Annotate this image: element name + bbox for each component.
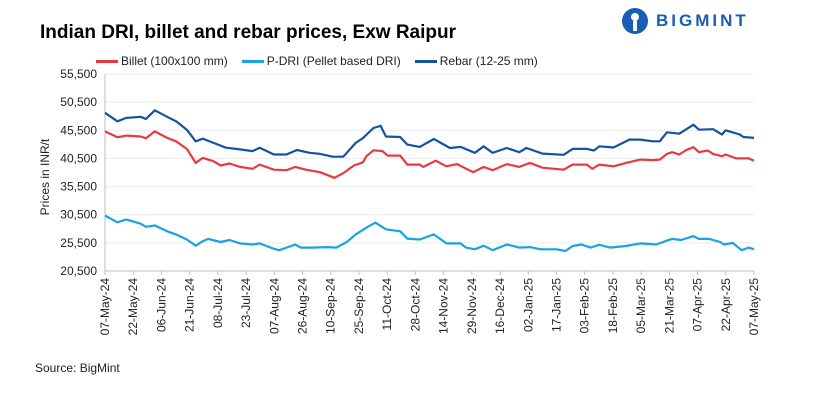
chart-title: Indian DRI, billet and rebar prices, Exw… (40, 22, 456, 43)
x-tick-label: 07-Apr-25 (691, 278, 705, 332)
legend-item-billet: Billet (100x100 mm) (96, 54, 228, 68)
x-tick-label: 03-Feb-25 (578, 278, 592, 334)
legend-swatch-dri (241, 59, 264, 63)
legend-item-rebar: Rebar (12-25 mm) (414, 54, 538, 68)
y-tick-label: 25,500 (60, 236, 97, 250)
legend-label-rebar: Rebar (12-25 mm) (439, 54, 538, 68)
x-tick-label: 21-Mar-25 (662, 278, 676, 334)
source-note: Source: BigMint (35, 361, 120, 375)
legend-swatch-billet (96, 59, 118, 63)
x-tick-label: 28-Oct-24 (408, 278, 422, 332)
x-tick-label: 25-Sep-24 (352, 278, 366, 334)
x-tick-label: 07-May-24 (98, 278, 112, 336)
y-tick-label: 45,500 (60, 123, 97, 137)
y-tick-label: 55,500 (60, 67, 97, 81)
logo-text: BIGMINT (656, 11, 749, 30)
x-tick-label: 14-Nov-24 (437, 278, 451, 334)
x-tick-label: 21-Jun-24 (183, 278, 197, 332)
bigmint-logo-icon (622, 8, 648, 34)
x-tick-label: 10-Sep-24 (324, 278, 338, 334)
y-tick-label: 40,500 (60, 151, 97, 165)
x-tick-label: 16-Dec-24 (493, 278, 507, 334)
y-tick-label: 20,500 (60, 264, 97, 278)
bigmint-logo: BIGMINT (622, 8, 749, 34)
legend-label-dri: P-DRI (Pellet based DRI) (266, 54, 401, 68)
x-tick-label: 07-May-25 (747, 278, 761, 336)
x-tick-label: 22-Apr-25 (719, 278, 733, 332)
x-tick-label: 29-Nov-24 (465, 278, 479, 334)
x-tick-label: 22-May-24 (126, 278, 140, 336)
legend-swatch-rebar (414, 59, 437, 63)
series-line-billet (104, 130, 755, 179)
series-line-rebar (104, 109, 755, 158)
x-tick-label: 23-Jul-24 (239, 278, 253, 328)
x-tick-label: 26-Aug-24 (296, 278, 310, 334)
x-tick-label: 07-Aug-24 (267, 278, 281, 334)
legend-label-billet: Billet (100x100 mm) (121, 54, 228, 68)
x-tick-label: 18-Feb-25 (606, 278, 620, 334)
legend-item-dri: P-DRI (Pellet based DRI) (241, 54, 401, 68)
y-tick-label: 35,500 (60, 180, 97, 194)
x-tick-label: 06-Jun-24 (154, 278, 168, 332)
y-tick-label: 30,500 (60, 208, 97, 222)
x-tick-label: 08-Jul-24 (211, 278, 225, 328)
series-line-dri (104, 214, 755, 253)
y-tick-label: 50,500 (60, 95, 97, 109)
x-tick-label: 11-Oct-24 (380, 278, 394, 331)
x-tick-label: 17-Jan-25 (549, 278, 563, 332)
chart-legend: Billet (100x100 mm) P-DRI (Pellet based … (96, 54, 538, 68)
x-tick-label: 02-Jan-25 (521, 278, 535, 332)
x-tick-label: 05-Mar-25 (634, 278, 648, 334)
